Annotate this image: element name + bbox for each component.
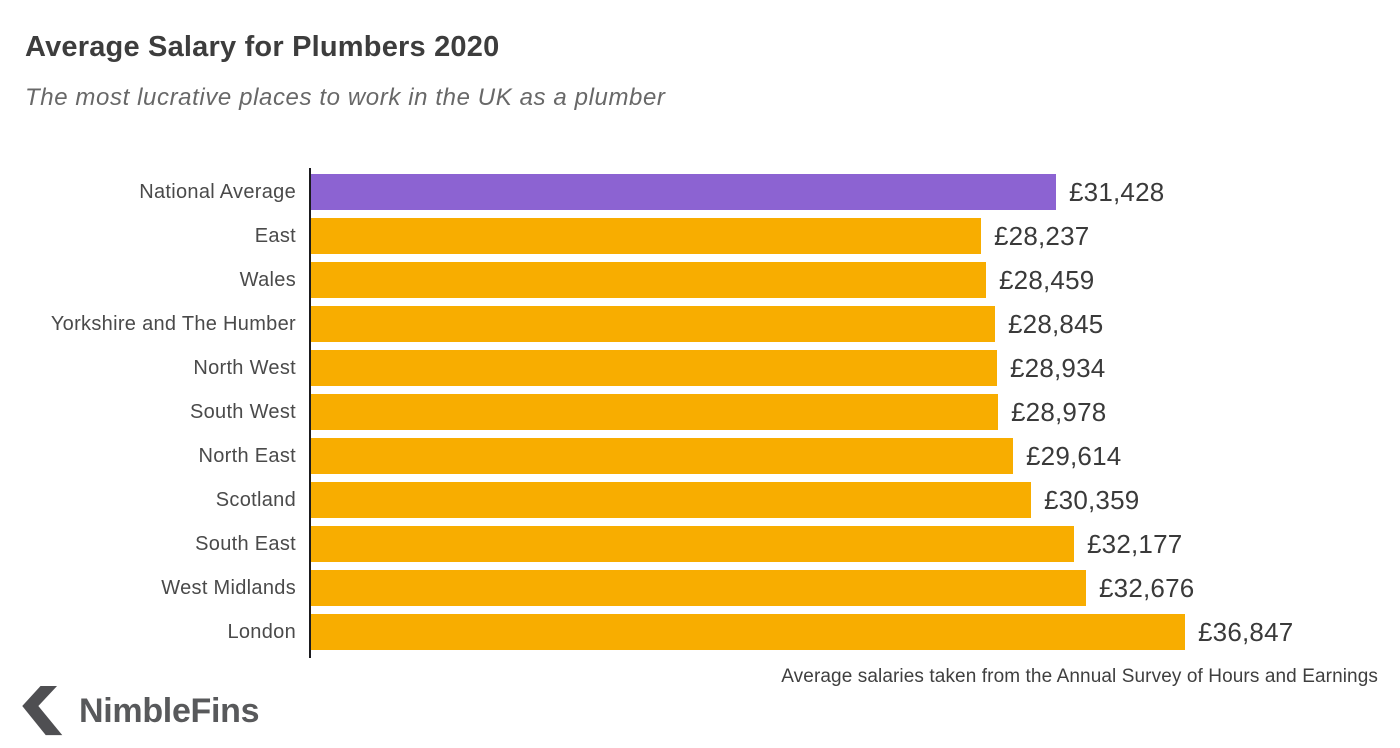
bar: [311, 438, 1013, 474]
source-note: Average salaries taken from the Annual S…: [781, 666, 1378, 687]
category-label: North West: [193, 356, 296, 379]
chart-row: London £36,847: [25, 614, 1385, 650]
category-label: East: [254, 224, 296, 247]
chart-row: West Midlands £32,676: [25, 570, 1385, 606]
value-label: £31,428: [1069, 176, 1165, 207]
bar: [311, 394, 998, 430]
bar: [311, 218, 981, 254]
bar: [311, 482, 1031, 518]
value-label: £28,237: [994, 220, 1090, 251]
chart-row: North West £28,934: [25, 350, 1385, 386]
value-label: £36,847: [1198, 616, 1294, 647]
category-label: Scotland: [215, 488, 296, 511]
value-label: £32,177: [1087, 528, 1183, 559]
category-label: National Average: [139, 180, 296, 203]
bar: [311, 350, 997, 386]
category-label: Wales: [239, 268, 296, 291]
y-axis-line: [309, 168, 311, 658]
chart-row: South East £32,177: [25, 526, 1385, 562]
chart-row: Wales £28,459: [25, 262, 1385, 298]
category-label: North East: [198, 444, 296, 467]
chart-subtitle: The most lucrative places to work in the…: [25, 84, 666, 111]
chart-row: East £28,237: [25, 218, 1385, 254]
category-label: West Midlands: [161, 576, 296, 599]
chart-row: Scotland £30,359: [25, 482, 1385, 518]
bar: [311, 570, 1086, 606]
bar: [311, 614, 1185, 650]
chart-row: National Average £31,428: [25, 174, 1385, 210]
brand-name: NimbleFins: [79, 691, 260, 730]
bar: [311, 262, 986, 298]
nimblefins-fin-icon: [22, 686, 63, 736]
bar: [311, 174, 1056, 210]
category-label: South East: [195, 532, 296, 555]
category-label: London: [227, 620, 296, 643]
value-label: £29,614: [1026, 440, 1122, 471]
chart-title: Average Salary for Plumbers 2020: [25, 31, 500, 63]
value-label: £32,676: [1099, 572, 1195, 603]
brand-logo: NimbleFins: [22, 686, 260, 736]
bar: [311, 306, 995, 342]
value-label: £28,459: [999, 264, 1095, 295]
chart-row: North East £29,614: [25, 438, 1385, 474]
value-label: £28,978: [1011, 396, 1107, 427]
value-label: £28,934: [1010, 352, 1106, 383]
chart-rows: National Average £31,428 East £28,237 Wa…: [25, 174, 1385, 658]
value-label: £28,845: [1008, 308, 1104, 339]
bar: [311, 526, 1074, 562]
category-label: South West: [189, 400, 296, 423]
chart-row: Yorkshire and The Humber £28,845: [25, 306, 1385, 342]
category-label: Yorkshire and The Humber: [50, 312, 296, 335]
chart-row: South West £28,978: [25, 394, 1385, 430]
value-label: £30,359: [1044, 484, 1140, 515]
